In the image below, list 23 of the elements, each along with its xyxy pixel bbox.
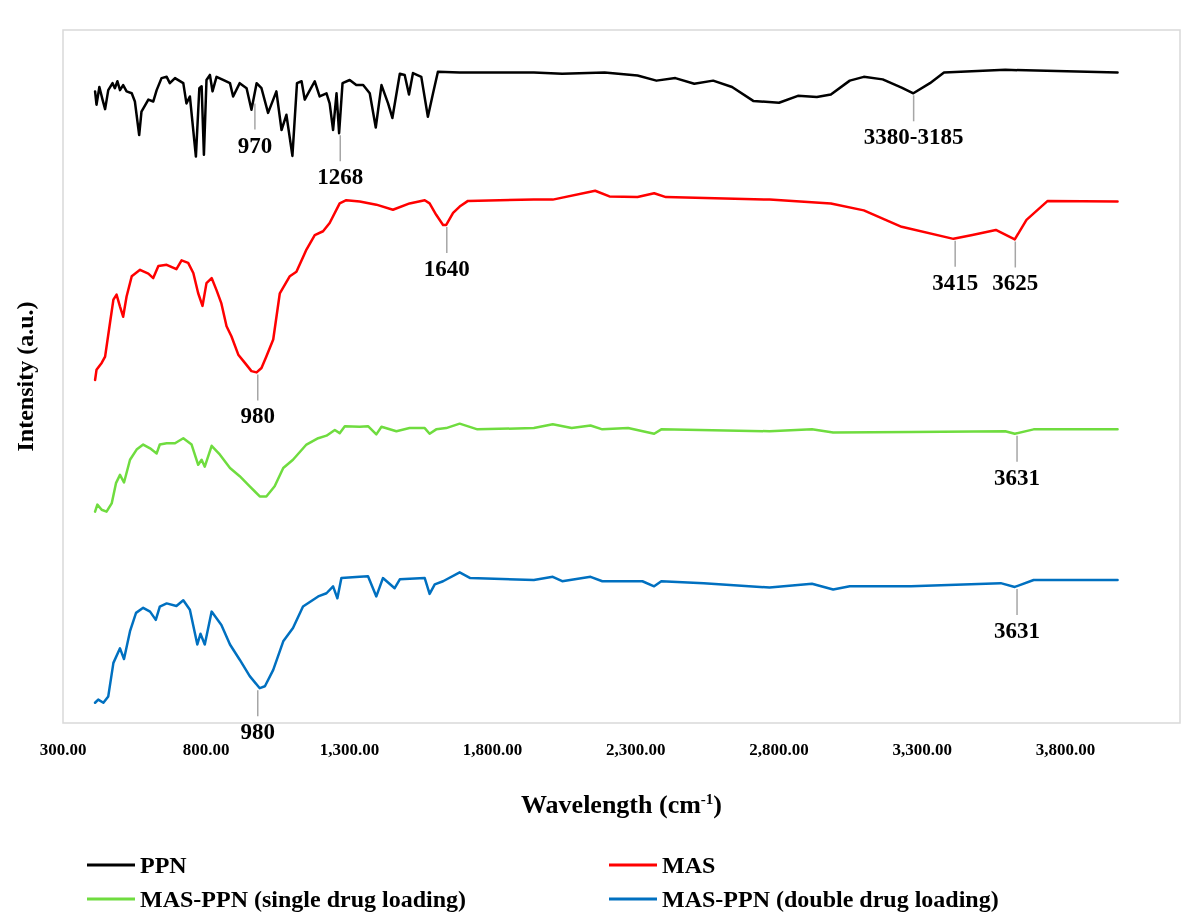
- x-tick-label: 300.00: [39, 740, 87, 759]
- x-tick-label: 3,300.00: [892, 740, 952, 759]
- legend-label: MAS: [662, 852, 716, 878]
- annotation: 980: [240, 403, 276, 429]
- legend-label: MAS-PPN (single drug loading): [140, 886, 467, 912]
- x-tick-label: 2,300.00: [606, 740, 666, 759]
- x-tick-label: 1,300.00: [319, 740, 380, 759]
- annotation: 980: [240, 719, 276, 745]
- annotation: 1640: [423, 255, 470, 281]
- annotation: 970: [237, 132, 273, 158]
- x-tick-label: 2,800.00: [749, 740, 809, 759]
- annotation: 1268: [317, 164, 364, 190]
- x-tick-label: 800.00: [182, 740, 230, 759]
- legend-label: MAS-PPN (double drug loading): [662, 886, 999, 912]
- annotation: 3631: [994, 617, 1041, 643]
- y-axis-title: Intensity (a.u.): [12, 301, 38, 452]
- annotation: 3380-3185: [863, 124, 964, 150]
- annotation: 3631: [994, 464, 1041, 490]
- x-tick-label: 3,800.00: [1035, 740, 1096, 759]
- annotation: 3625: [992, 270, 1039, 296]
- annotation: 3415: [932, 269, 979, 295]
- x-tick-label: 1,800.00: [462, 740, 523, 759]
- legend-label: PPN: [140, 852, 188, 878]
